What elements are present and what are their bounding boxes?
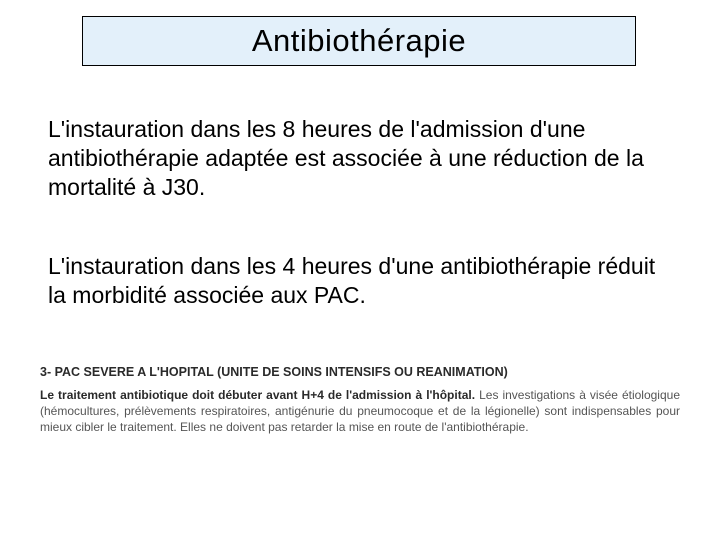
title-box: Antibiothérapie — [82, 16, 636, 66]
footer-bold-lead: Le traitement antibiotique doit débuter … — [40, 388, 475, 402]
paragraph-1: L'instauration dans les 8 heures de l'ad… — [48, 115, 668, 201]
footer-block: 3- PAC SEVERE A L'HOPITAL (UNITE DE SOIN… — [40, 364, 680, 435]
paragraph-2: L'instauration dans les 4 heures d'une a… — [48, 252, 668, 310]
page-title: Antibiothérapie — [252, 23, 466, 59]
footer-heading: 3- PAC SEVERE A L'HOPITAL (UNITE DE SOIN… — [40, 364, 680, 381]
footer-body: Le traitement antibiotique doit débuter … — [40, 387, 680, 436]
